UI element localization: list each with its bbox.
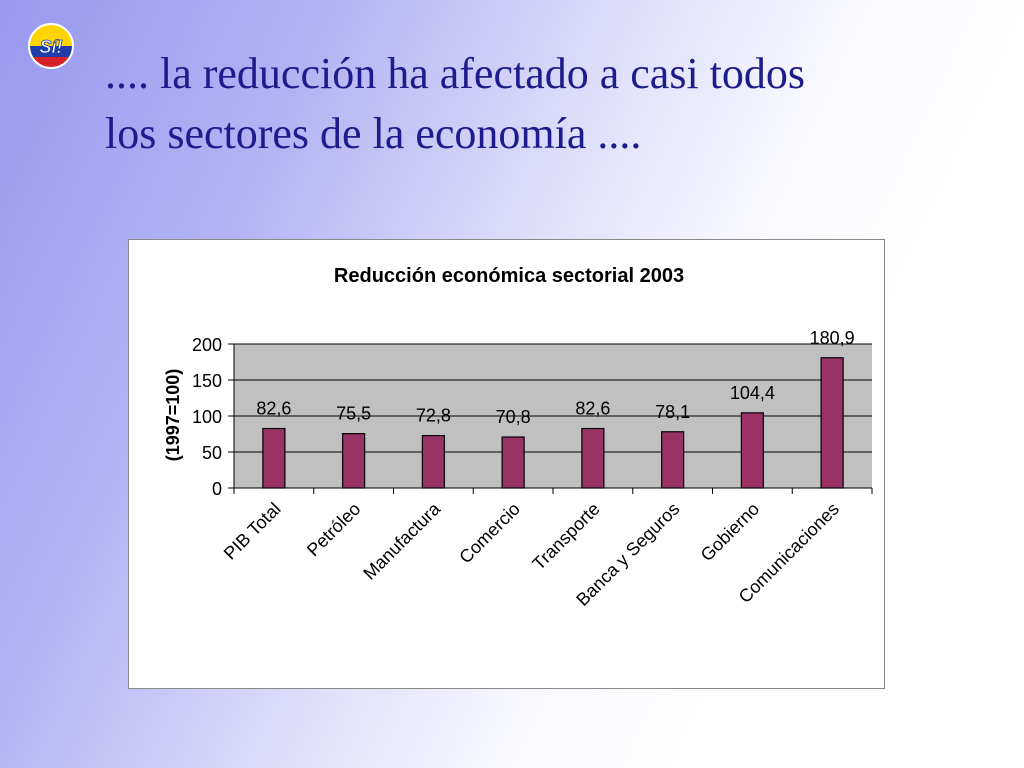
bar-comunicaciones: [820, 357, 844, 489]
category-label: PIB Total: [220, 499, 285, 564]
y-tick-label: 50: [202, 443, 222, 463]
category-label: Transporte: [528, 499, 603, 574]
bar-petr-leo: [342, 433, 366, 489]
value-label: 82,6: [575, 399, 610, 419]
bar-gobierno: [740, 412, 764, 489]
category-label: Manufactura: [359, 498, 445, 584]
bar-manufactura: [421, 434, 445, 489]
bar-chart: Reducción económica sectorial 2003 (1997…: [163, 265, 873, 610]
value-label: 104,4: [730, 383, 775, 403]
value-label: 75,5: [336, 404, 371, 424]
y-tick-label: 100: [192, 407, 222, 427]
y-tick-label: 150: [192, 371, 222, 391]
value-label: 70,8: [496, 407, 531, 427]
value-label: 180,9: [810, 328, 855, 348]
slide-title: .... la reducción ha afectado a casi tod…: [105, 44, 985, 164]
logo-text: Sí!: [39, 37, 62, 57]
bars: [262, 357, 844, 489]
chart-frame: Reducción económica sectorial 2003 (1997…: [128, 239, 885, 689]
slide-title-line1: .... la reducción ha afectado a casi tod…: [105, 49, 806, 98]
bar-comercio: [501, 436, 525, 489]
chart-title: Reducción económica sectorial 2003: [334, 265, 684, 287]
category-label: Gobierno: [697, 499, 764, 566]
bar-transporte: [581, 427, 605, 489]
si-logo: Sí!: [28, 23, 74, 69]
axes: [228, 343, 873, 494]
bar-pib-total: [262, 427, 286, 489]
y-tick-label: 200: [192, 335, 222, 355]
y-axis-label: (1997=100): [163, 369, 183, 462]
category-label: Comercio: [455, 499, 524, 568]
gridlines: [234, 343, 872, 453]
category-label: Petróleo: [303, 499, 365, 561]
value-label: 72,8: [416, 406, 451, 426]
bar-banca-y-seguros: [661, 431, 685, 489]
slide-title-line2: los sectores de la economía ....: [105, 109, 642, 158]
y-tick-label: 0: [212, 479, 222, 499]
value-label: 82,6: [256, 399, 291, 419]
value-label: 78,1: [655, 402, 690, 422]
